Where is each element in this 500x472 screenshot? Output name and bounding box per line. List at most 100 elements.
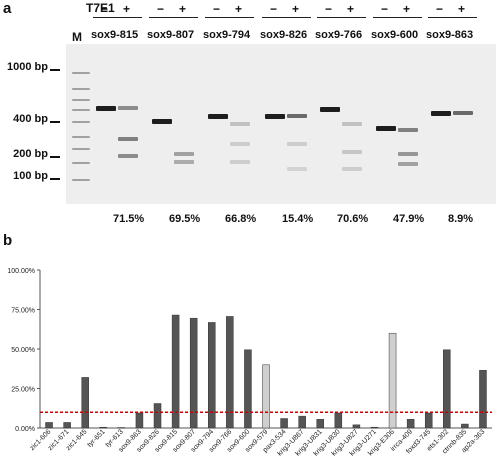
bar-foxd3-745 <box>424 412 433 429</box>
editing-efficiency-label: 8.9% <box>448 213 474 225</box>
ladder-band <box>72 99 90 101</box>
bar-sox9-815 <box>171 314 180 429</box>
bar-krig3-U830 <box>334 412 343 429</box>
bar-krig3-E306 <box>388 332 397 429</box>
y-tick-label: 25.00% <box>11 387 35 394</box>
plus-t7e1-label: + <box>179 2 187 16</box>
bar-ets1-302 <box>443 349 451 429</box>
gel-bands <box>72 72 473 181</box>
agarose-gel-image <box>66 44 496 204</box>
cleaved-band <box>118 106 138 110</box>
sample-name-label: sox9-794 <box>203 29 251 41</box>
bar-sox9-794 <box>208 322 216 429</box>
size-marker-tick <box>50 69 60 71</box>
editing-efficiency-label: 69.5% <box>169 213 201 225</box>
bar-sox9-863 <box>135 412 144 429</box>
plus-t7e1-label: + <box>123 2 131 16</box>
sample-name-label: sox9-766 <box>315 29 363 41</box>
cleaved-band <box>118 137 138 141</box>
minus-t7e1-label: − <box>325 2 333 16</box>
uncut-pcr-band <box>265 114 285 119</box>
bar-pax3-534 <box>280 418 288 429</box>
panel-b-letter: b <box>3 232 13 249</box>
y-tick-label: 0.00% <box>15 426 35 433</box>
x-category-label: tyr-651 <box>86 428 106 448</box>
minus-t7e1-label: − <box>270 2 278 16</box>
sample-name-label: sox9-826 <box>260 29 308 41</box>
cleaved-band <box>118 154 138 158</box>
sample-name-label: sox9-600 <box>371 29 419 41</box>
editing-efficiency-label: 70.6% <box>337 213 369 225</box>
minus-t7e1-label: − <box>213 2 221 16</box>
panel-a-letter: a <box>3 0 12 17</box>
lane-group-divider <box>428 17 477 18</box>
size-marker-label: 1000 bp <box>7 61 48 73</box>
plus-t7e1-label: + <box>235 2 243 16</box>
marker-lane-label: M <box>72 30 82 44</box>
editing-efficiency-label: 47.9% <box>393 213 425 225</box>
bar-zic1-645 <box>81 377 89 429</box>
ladder-band <box>72 148 90 150</box>
lane-group-divider <box>93 17 142 18</box>
bar-zic1-671 <box>63 422 71 429</box>
size-marker-tick <box>50 156 60 158</box>
ladder-band <box>72 109 90 111</box>
bar-sox9-579 <box>262 364 270 429</box>
minus-t7e1-label: − <box>436 2 444 16</box>
sample-name-label: sox9-863 <box>426 29 474 41</box>
plus-t7e1-label: + <box>347 2 355 16</box>
lane-group-divider <box>317 17 366 18</box>
ladder-band <box>72 162 90 164</box>
y-tick-label: 75.00% <box>11 308 35 315</box>
bar-sox9-807 <box>189 317 198 429</box>
plus-t7e1-label: + <box>458 2 466 16</box>
ladder-band <box>72 88 90 90</box>
cleaved-band <box>287 167 307 171</box>
ladder-band <box>72 179 90 181</box>
bar-sox9-826 <box>153 403 162 429</box>
size-marker-tick <box>50 121 60 123</box>
bar-krig3-U831 <box>316 419 324 429</box>
uncut-pcr-band <box>376 126 396 131</box>
cleaved-band <box>398 152 418 156</box>
sample-name-label: sox9-807 <box>147 29 195 41</box>
plus-t7e1-label: + <box>292 2 300 16</box>
sample-name-label: sox9-815 <box>91 29 139 41</box>
bar-ctnnb-835 <box>461 423 469 429</box>
bar-krig3-U867 <box>298 415 306 429</box>
lane-group-divider <box>262 17 311 18</box>
cleaved-band <box>287 114 307 118</box>
ladder-band <box>72 121 90 123</box>
y-tick-label: 50.00% <box>11 347 35 354</box>
bar-tyr-651 <box>99 426 108 429</box>
size-marker-label: 100 bp <box>13 170 48 182</box>
bar-krig3-U271 <box>370 426 379 429</box>
cleaved-band <box>398 128 418 132</box>
editing-efficiency-label: 15.4% <box>282 213 314 225</box>
cleaved-band <box>453 111 473 115</box>
cleaved-band <box>287 142 307 146</box>
minus-t7e1-label: − <box>381 2 389 16</box>
bar-zic1-606 <box>45 422 53 429</box>
bar-tyr-613 <box>117 427 126 429</box>
minus-t7e1-label: − <box>157 2 165 16</box>
size-marker-tick <box>50 178 60 180</box>
ladder-band <box>72 136 90 138</box>
ladder-band <box>72 72 90 74</box>
cleaved-band <box>174 152 194 156</box>
cleaved-band <box>398 162 418 166</box>
bar-ap2a-363 <box>479 370 487 429</box>
lane-group-divider <box>149 17 198 18</box>
bar-sox9-766 <box>226 316 234 429</box>
plus-t7e1-label: + <box>403 2 411 16</box>
lane-group-divider <box>373 17 422 18</box>
uncut-pcr-band <box>96 106 116 111</box>
cleaved-band <box>342 122 362 126</box>
lane-group-divider <box>205 17 254 18</box>
bar-krig3-U827 <box>352 424 361 429</box>
cleaved-band <box>342 150 362 154</box>
cleaved-band <box>342 167 362 171</box>
cleaved-band <box>230 142 250 146</box>
editing-efficiency-label: 66.8% <box>225 213 257 225</box>
